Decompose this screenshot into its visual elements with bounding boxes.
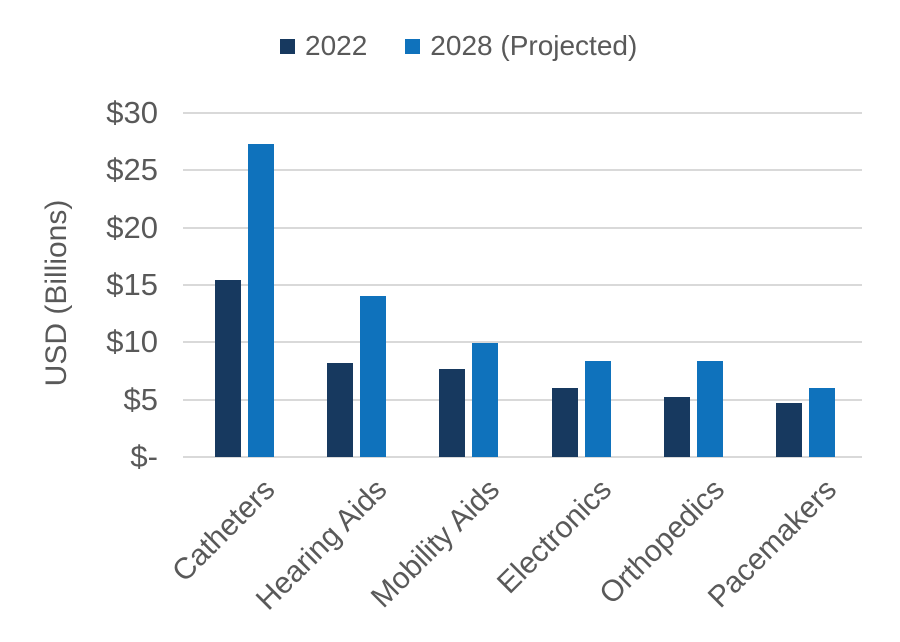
bar-2028-projected-orthopedics	[697, 361, 723, 457]
y-tick-label: $25	[106, 152, 158, 188]
legend-label: 2022	[305, 30, 368, 61]
gridline	[183, 112, 862, 114]
bar-2028-projected-electronics	[585, 361, 611, 457]
chart-legend: 2022 2028 (Projected)	[280, 30, 637, 62]
bar-2028-projected-pacemakers	[809, 388, 835, 457]
bar-2028-projected-catheters	[248, 144, 274, 457]
y-tick-label: $20	[106, 209, 158, 245]
bar-2022-catheters	[215, 280, 241, 457]
y-tick-label: $5	[123, 381, 158, 417]
gridline	[183, 284, 862, 286]
y-tick-label: $15	[106, 267, 158, 302]
legend-item-2028-projected: 2028 (Projected)	[405, 30, 637, 62]
legend-label: 2028 (Projected)	[430, 30, 638, 61]
bar-2022-hearing-aids	[327, 363, 353, 457]
gridline	[183, 169, 862, 172]
y-tick-label: $-	[130, 439, 158, 474]
legend-item-2022: 2022	[280, 30, 367, 62]
gridline	[183, 226, 862, 229]
gridline	[183, 341, 862, 344]
bar-2028-projected-mobility-aids	[472, 343, 498, 457]
legend-swatch-icon	[405, 38, 421, 54]
x-axis-label-catheters: Catheters	[166, 473, 282, 589]
bar-2022-electronics	[552, 388, 578, 457]
bar-2022-orthopedics	[664, 397, 690, 457]
y-tick-label: $10	[106, 324, 158, 360]
bar-2022-mobility-aids	[439, 369, 465, 457]
y-tick-label: $30	[106, 95, 158, 130]
x-axis-line	[183, 456, 862, 458]
legend-swatch-icon	[280, 38, 295, 54]
bar-2028-projected-hearing-aids	[360, 296, 386, 457]
plot-area	[183, 112, 862, 458]
gridline	[183, 398, 862, 401]
bar-2022-pacemakers	[776, 403, 802, 457]
